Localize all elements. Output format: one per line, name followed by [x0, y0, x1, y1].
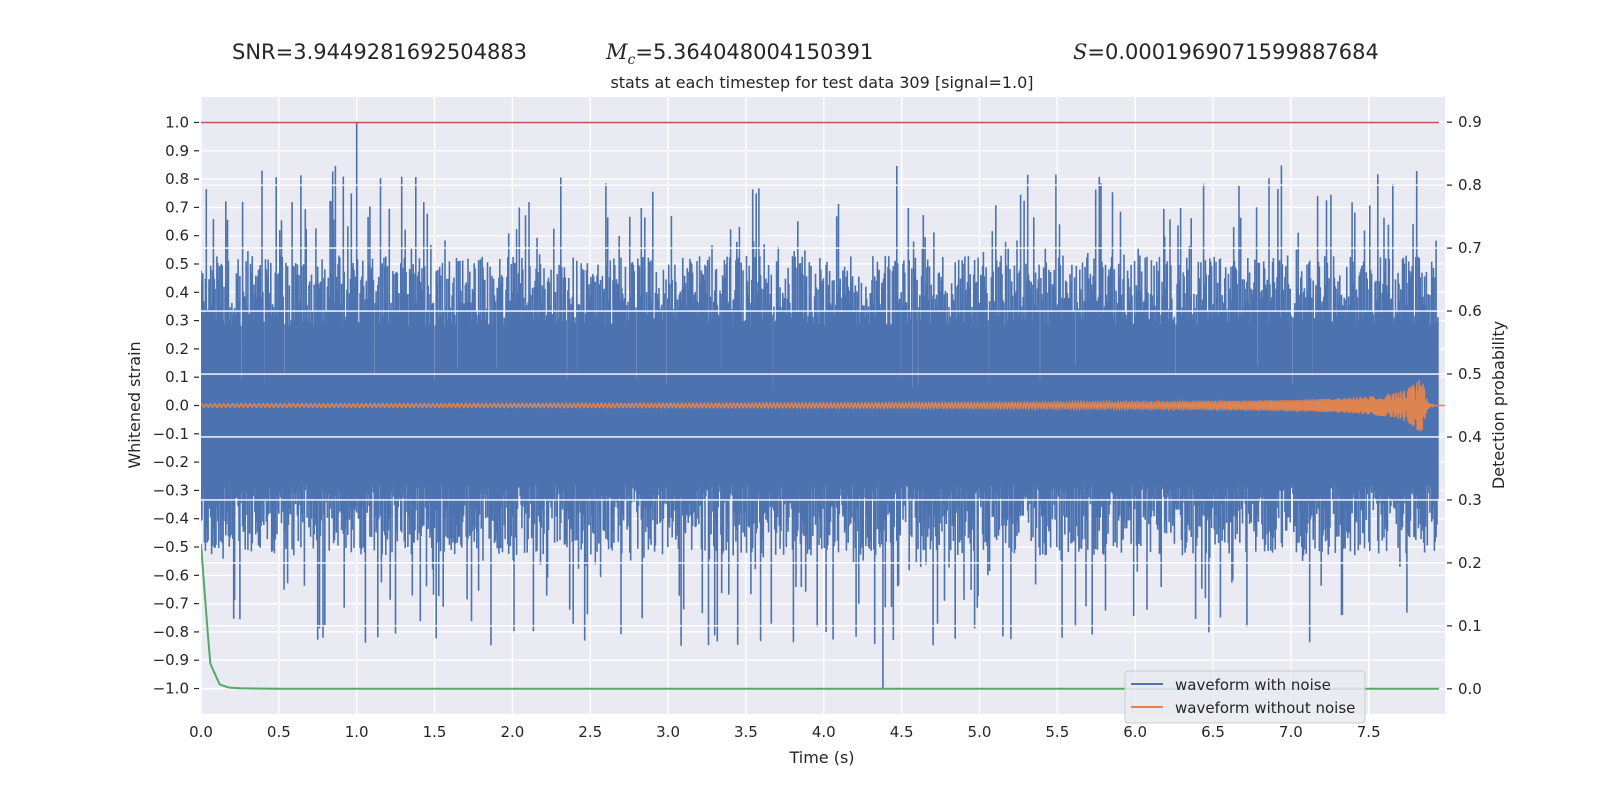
y2-tick-label: 0.9 [1458, 113, 1482, 131]
y-axis-label: Whitened strain [125, 341, 144, 468]
y2-axis-label: Detection probability [1489, 321, 1508, 489]
y-tick-label: −0.3 [153, 481, 189, 499]
chart-title: stats at each timestep for test data 309… [610, 73, 1033, 92]
y-tick-label: 0.7 [165, 198, 189, 216]
y-tick-label: −1.0 [153, 680, 189, 698]
y-tick-label: 0.0 [165, 397, 189, 415]
x-tick-label: 1.5 [423, 723, 447, 741]
y2-tick-label: 0.2 [1458, 554, 1482, 572]
x-tick-label: 6.0 [1123, 723, 1147, 741]
waveform-with-noise-line [201, 122, 1439, 689]
y-tick-label: −0.9 [153, 651, 189, 669]
detection-probability-line [201, 543, 1439, 690]
y-tick-label: 1.0 [165, 113, 189, 131]
x-tick-label: 1.0 [345, 723, 369, 741]
snr-annotation: SNR=3.9449281692504883 [232, 40, 527, 64]
y-tick-label: 0.9 [165, 142, 189, 160]
y-tick-label: 0.2 [165, 340, 189, 358]
x-tick-label: 7.5 [1357, 723, 1381, 741]
x-tick-label: 3.5 [734, 723, 758, 741]
x-axis-label: Time (s) [788, 748, 854, 767]
y2-tick-label: 0.3 [1458, 491, 1482, 509]
y2-tick-label: 0.4 [1458, 428, 1482, 446]
legend-label-clean: waveform without noise [1175, 699, 1355, 717]
snr-label: SNR= [232, 40, 294, 64]
x-tick-label: 3.0 [656, 723, 680, 741]
chirp-mass-symbol: M [606, 40, 628, 64]
y2-tick-label: 0.0 [1458, 680, 1482, 698]
y-tick-label: 0.3 [165, 312, 189, 330]
y2-tick-label: 0.6 [1458, 302, 1482, 320]
y-tick-label: 0.5 [165, 255, 189, 273]
x-tick-label: 5.5 [1045, 723, 1069, 741]
x-tick-label: 0.5 [267, 723, 291, 741]
snr-value: 3.9449281692504883 [293, 40, 528, 64]
y-tick-label: 0.6 [165, 227, 189, 245]
legend: waveform with noise waveform without noi… [1124, 670, 1366, 724]
s-symbol: S [1073, 40, 1088, 64]
y2-tick-label: 0.8 [1458, 176, 1482, 194]
y-tick-label: 0.4 [165, 283, 189, 301]
y-axis-ticks: 1.0 0.9 0.8 0.7 0.6 0.5 0.4 0.3 0.2 0.1 0.0 −0.1 −0.… [153, 113, 199, 698]
x-tick-label: 5.0 [968, 723, 992, 741]
y2-tick-label: 0.7 [1458, 239, 1482, 257]
chirp-mass-annotation: Mc=5.364048004150391 [606, 40, 873, 68]
x-tick-label: 2.5 [578, 723, 602, 741]
y-tick-label: −0.7 [153, 595, 189, 613]
x-tick-label: 4.0 [812, 723, 836, 741]
x-tick-label: 7.0 [1279, 723, 1303, 741]
chirp-mass-value: =5.364048004150391 [635, 40, 874, 64]
x-tick-label: 2.0 [500, 723, 524, 741]
x-axis-ticks: 0.0 0.5 1.0 1.5 2.0 2.5 3.0 3.5 4.0 4.5 5.0 5.5 6.0 6… [189, 723, 1381, 741]
legend-label-noise: waveform with noise [1175, 676, 1331, 694]
x-tick-label: 6.5 [1201, 723, 1225, 741]
y2-tick-label: 0.5 [1458, 365, 1482, 383]
y-tick-label: −0.8 [153, 623, 189, 641]
y-tick-label: 0.1 [165, 368, 189, 386]
y2-axis-ticks: 0.9 0.8 0.7 0.6 0.5 0.4 0.3 0.2 0.1 0.0 [1447, 113, 1482, 698]
chirp-mass-subscript: c [627, 52, 636, 69]
s-annotation: S=0.0001969071599887684 [1073, 40, 1379, 64]
y-tick-label: −0.6 [153, 566, 189, 584]
waveform-without-noise-line [201, 379, 1445, 432]
x-tick-label: 0.0 [189, 723, 213, 741]
y-tick-label: −0.1 [153, 425, 189, 443]
y-tick-label: −0.2 [153, 453, 189, 471]
y-tick-label: −0.5 [153, 538, 189, 556]
y-tick-label: 0.8 [165, 170, 189, 188]
y-tick-label: −0.4 [153, 510, 189, 528]
s-value: =0.0001969071599887684 [1087, 40, 1379, 64]
x-tick-label: 4.5 [890, 723, 914, 741]
y2-tick-label: 0.1 [1458, 617, 1482, 635]
